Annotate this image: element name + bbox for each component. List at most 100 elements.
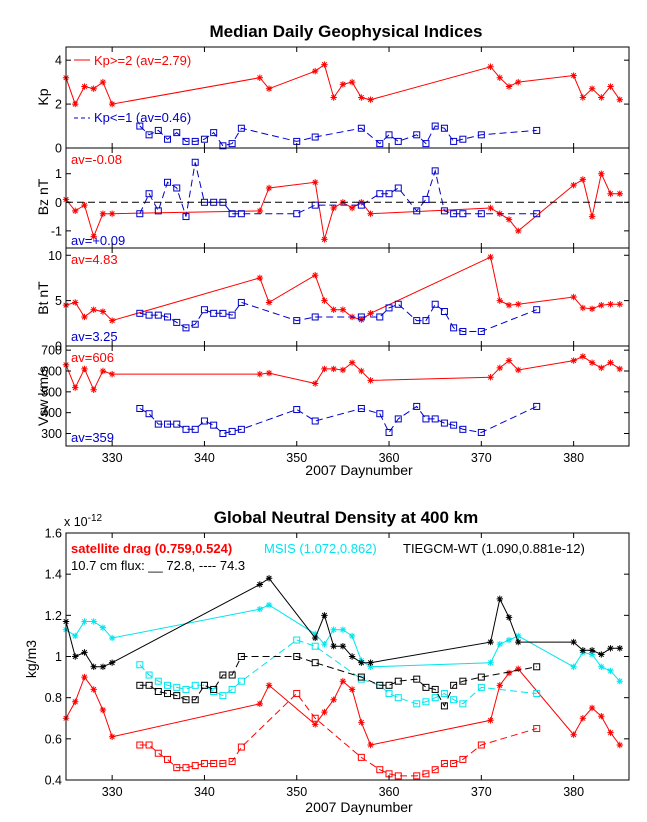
kp-point-star xyxy=(108,100,116,108)
kp-point-star xyxy=(588,85,596,92)
density-point-star xyxy=(311,634,319,642)
density-point-star xyxy=(72,698,79,705)
density-point-star xyxy=(616,645,623,652)
kp-point-square xyxy=(210,129,218,137)
bz-point-square xyxy=(394,184,402,192)
kp-point-star xyxy=(579,94,587,101)
bz-point-square xyxy=(533,210,541,218)
kp-point-star xyxy=(607,83,614,90)
vsw-point-star xyxy=(330,365,337,373)
bz-panel: Bz nT -1 0 1 av=-0.08 av=+0.09 xyxy=(35,147,630,249)
density-series-line-4 xyxy=(65,577,620,668)
vsw-ytick-label: 400 xyxy=(41,406,62,420)
bt-point-star xyxy=(321,297,328,304)
kp-ytick-label: 4 xyxy=(55,54,62,68)
kp-point-square xyxy=(357,124,365,132)
density-point-star xyxy=(108,659,116,666)
kp-ytick-label: 0 xyxy=(55,142,62,156)
vsw-xtick-label: 360 xyxy=(379,451,400,465)
density-point-star xyxy=(99,624,107,631)
density-legend-satellite: satellite drag (0.759,0.524) xyxy=(71,541,232,556)
vsw-series xyxy=(62,353,623,437)
vsw-point-square xyxy=(136,405,144,412)
density-point-star xyxy=(505,614,513,621)
kp-point-square xyxy=(237,124,245,132)
density-series xyxy=(62,575,623,780)
bt-avg-high: av=4.83 xyxy=(71,252,118,267)
kp-point-square xyxy=(413,131,421,139)
bz-point-square xyxy=(145,190,153,198)
bz-point-square xyxy=(173,184,181,192)
density-point-star xyxy=(72,632,79,640)
bz-point-star xyxy=(321,236,328,243)
vsw-xtick-label: 370 xyxy=(471,451,492,465)
kp-point-star xyxy=(358,94,365,101)
density-point-star xyxy=(616,741,623,749)
density-point-star xyxy=(515,632,522,640)
density-point-star xyxy=(588,704,596,712)
density-xtick-label: 360 xyxy=(379,785,400,799)
vsw-point-star xyxy=(579,353,587,360)
density-point-star xyxy=(496,640,503,648)
density-point-square xyxy=(431,766,439,774)
vsw-panel: Vsw km/s 300 400 500 600 700 av=606 av=359 xyxy=(35,344,630,447)
density-series-line-1 xyxy=(139,692,537,777)
density-point-star xyxy=(367,659,374,666)
density-point-star xyxy=(321,708,328,716)
vsw-point-square xyxy=(182,425,190,433)
density-point-square xyxy=(293,636,301,644)
bz-point-star xyxy=(72,207,79,215)
kp-point-star xyxy=(515,78,522,86)
density-point-square xyxy=(477,683,485,691)
vsw-point-square xyxy=(200,417,208,425)
density-ytick-label: 1 xyxy=(55,650,62,664)
kp-legend-low: Kp<=1 (av=0.46) xyxy=(94,110,191,125)
bt-point-star xyxy=(487,253,494,261)
bt-series xyxy=(62,253,623,335)
density-point-square xyxy=(431,694,439,702)
bz-point-star xyxy=(311,179,319,186)
kp-point-square xyxy=(200,135,208,143)
kp-legend-high: Kp>=2 (av=2.79) xyxy=(94,53,191,68)
vsw-avg-high: av=606 xyxy=(71,350,114,365)
density-point-star xyxy=(81,618,88,625)
density-point-square xyxy=(311,714,319,722)
density-exponent: x 10-12 xyxy=(64,513,103,529)
density-point-star xyxy=(598,651,605,658)
density-point-star xyxy=(505,636,513,644)
density-point-star xyxy=(348,686,356,693)
kp-point-square xyxy=(422,140,430,148)
density-point-square xyxy=(200,681,208,689)
vsw-point-star xyxy=(487,374,494,381)
density-point-star xyxy=(515,638,522,646)
bz-point-star xyxy=(598,170,605,177)
density-point-star xyxy=(256,581,264,588)
bz-point-square xyxy=(440,207,448,215)
vsw-point-star xyxy=(358,367,365,375)
kp-point-star xyxy=(570,72,577,79)
density-point-star xyxy=(90,686,97,693)
density-ytick-label: 0.8 xyxy=(45,691,62,705)
bt-point-square xyxy=(394,300,402,308)
density-point-square xyxy=(228,757,236,765)
bz-point-square xyxy=(385,190,393,198)
density-point-star xyxy=(579,715,587,722)
density-point-star xyxy=(90,618,97,625)
vsw-point-square xyxy=(394,415,402,423)
density-point-star xyxy=(367,663,374,670)
top-xlabel: 2007 Daynumber xyxy=(305,462,413,478)
kp-point-star xyxy=(505,83,513,90)
vsw-ytick-label: 600 xyxy=(41,365,62,379)
density-point-star xyxy=(358,659,365,666)
vsw-point-square xyxy=(210,421,218,429)
bt-point-star xyxy=(108,317,116,324)
vsw-point-square xyxy=(173,420,181,428)
kp-point-star xyxy=(256,74,264,81)
bz-ylabel: Bz nT xyxy=(35,178,51,215)
density-point-square xyxy=(136,661,144,669)
vsw-ticks: 300 400 500 600 700 xyxy=(41,344,629,446)
density-point-square xyxy=(477,741,485,749)
vsw-point-square xyxy=(154,420,162,428)
vsw-xtick-label: 350 xyxy=(286,451,307,465)
density-point-square xyxy=(394,772,402,780)
